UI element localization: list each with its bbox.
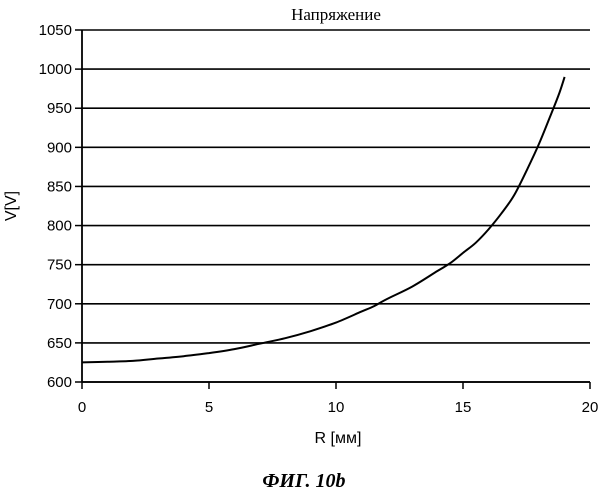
x-tick-label: 15 bbox=[455, 399, 472, 416]
y-axis-ticks: 600 650 700 750 800 850 900 950 1000 1050 bbox=[39, 22, 82, 391]
series-line bbox=[82, 77, 565, 363]
y-tick-label: 800 bbox=[47, 218, 72, 235]
axes bbox=[82, 30, 590, 382]
x-tick-label: 5 bbox=[205, 399, 213, 416]
x-tick-label: 0 bbox=[78, 399, 86, 416]
y-tick-label: 1000 bbox=[39, 61, 72, 78]
x-tick-label: 10 bbox=[328, 399, 345, 416]
x-axis-ticks: 0 5 10 15 20 bbox=[78, 382, 599, 416]
chart-title: Напряжение bbox=[291, 5, 381, 24]
y-tick-label: 750 bbox=[47, 257, 72, 274]
grid-lines bbox=[82, 30, 590, 382]
y-tick-label: 950 bbox=[47, 100, 72, 117]
y-tick-label: 700 bbox=[47, 296, 72, 313]
y-tick-label: 600 bbox=[47, 374, 72, 391]
x-axis-title: R [мм] bbox=[315, 430, 362, 447]
figure-caption: ФИГ. 10b bbox=[0, 470, 608, 493]
y-tick-label: 650 bbox=[47, 335, 72, 352]
y-tick-label: 850 bbox=[47, 178, 72, 195]
x-tick-label: 20 bbox=[582, 399, 599, 416]
series-group bbox=[82, 77, 565, 363]
y-axis-title: V[V] bbox=[3, 191, 20, 221]
y-tick-label: 1050 bbox=[39, 22, 72, 39]
y-tick-label: 900 bbox=[47, 139, 72, 156]
